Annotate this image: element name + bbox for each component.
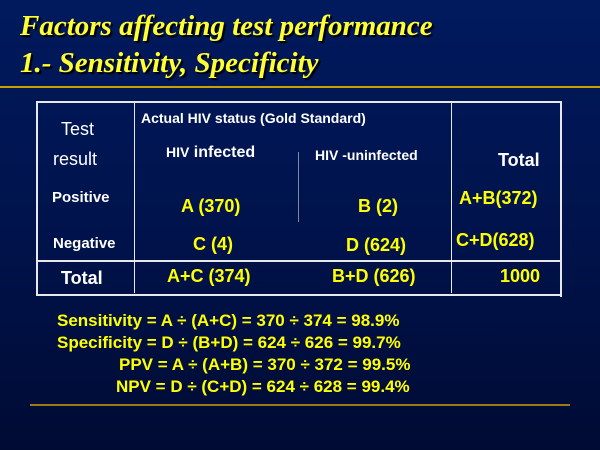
gold-standard-header: Actual HIV status (Gold Standard) xyxy=(141,110,366,126)
cell-c-plus-d: C+D(628) xyxy=(456,230,535,250)
cell-a: A (370) xyxy=(181,196,241,216)
title-divider xyxy=(0,86,600,88)
infected-column-header: HIV infected xyxy=(166,144,255,162)
total-row-label: Total xyxy=(61,268,103,288)
table-infected-column-border xyxy=(298,152,299,222)
table-right-border xyxy=(560,103,562,297)
positive-row-label: Positive xyxy=(52,189,110,206)
table-total-column-border xyxy=(451,103,452,293)
cell-d: D (624) xyxy=(346,235,407,255)
footer-divider xyxy=(30,404,570,406)
infected-header-prefix: HIV xyxy=(166,144,190,160)
cell-grand-total: 1000 xyxy=(500,266,541,286)
title-line-1: Factors affecting test performance xyxy=(20,10,433,42)
ppv-formula: PPV = A ÷ (A+B) = 370 ÷ 372 = 99.5% xyxy=(119,355,411,374)
table-bottom-border xyxy=(36,294,562,296)
cell-a-plus-c: A+C (374) xyxy=(167,266,251,286)
cell-c: C (4) xyxy=(193,234,233,254)
negative-row-label: Negative xyxy=(53,235,116,252)
title-line-2: 1.- Sensitivity, Specificity xyxy=(20,47,319,79)
cell-b: B (2) xyxy=(358,196,398,216)
infected-header-suffix: infected xyxy=(189,144,256,161)
npv-formula: NPV = D ÷ (C+D) = 624 ÷ 628 = 99.4% xyxy=(116,377,410,396)
uninfected-column-header: HIV -uninfected xyxy=(315,147,418,163)
table-top-border xyxy=(36,101,562,103)
slide-title: Factors affecting test performance 1.- S… xyxy=(20,8,590,82)
sensitivity-formula: Sensitivity = A ÷ (A+C) = 370 ÷ 374 = 98… xyxy=(57,311,400,330)
table-label-column-border xyxy=(134,103,135,293)
cell-a-plus-b: A+B(372) xyxy=(459,188,538,208)
test-result-header-line-2: result xyxy=(53,149,98,169)
formula-block: Sensitivity = A ÷ (A+C) = 370 ÷ 374 = 98… xyxy=(57,310,477,398)
cell-b-plus-d: B+D (626) xyxy=(332,266,416,286)
test-result-header-line-1: Test xyxy=(61,119,95,139)
table-total-row-top-border xyxy=(36,260,562,262)
table-left-border xyxy=(36,101,38,296)
specificity-formula: Specificity = D ÷ (B+D) = 624 ÷ 626 = 99… xyxy=(57,333,401,352)
total-column-header: Total xyxy=(498,150,540,170)
